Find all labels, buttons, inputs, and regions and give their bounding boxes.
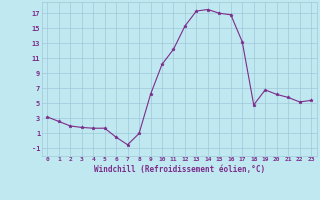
X-axis label: Windchill (Refroidissement éolien,°C): Windchill (Refroidissement éolien,°C) — [94, 165, 265, 174]
